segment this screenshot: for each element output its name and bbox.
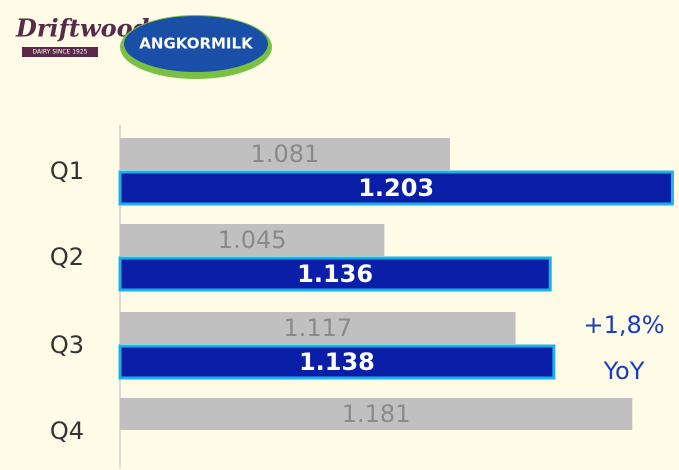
category-label: Q1 <box>50 157 84 185</box>
bar <box>118 344 556 380</box>
bar <box>120 312 516 344</box>
value-label: 1.045 <box>218 226 287 254</box>
bar <box>120 398 633 430</box>
value-label: 1.136 <box>297 260 373 288</box>
logo-tagline-bg <box>22 47 98 57</box>
value-label: 1.203 <box>358 174 434 202</box>
value-label: 1.181 <box>342 400 411 428</box>
bar <box>120 224 385 256</box>
bar <box>118 256 552 292</box>
bar <box>118 170 674 206</box>
annotation: YoY <box>603 357 645 385</box>
category-label: Q2 <box>50 243 84 271</box>
category-label: Q4 <box>50 417 84 445</box>
annotation: +1,8% <box>583 311 664 339</box>
logo-angkor <box>124 16 268 72</box>
logo-angkor-text: ANGKORMILK <box>139 35 254 53</box>
value-label: 1.117 <box>283 314 352 342</box>
bar <box>120 138 450 170</box>
value-label: 1.138 <box>299 348 375 376</box>
value-label: 1.081 <box>251 140 320 168</box>
logo-tagline: DAIRY SINCE 1925 <box>33 49 88 56</box>
category-label: Q3 <box>50 331 84 359</box>
